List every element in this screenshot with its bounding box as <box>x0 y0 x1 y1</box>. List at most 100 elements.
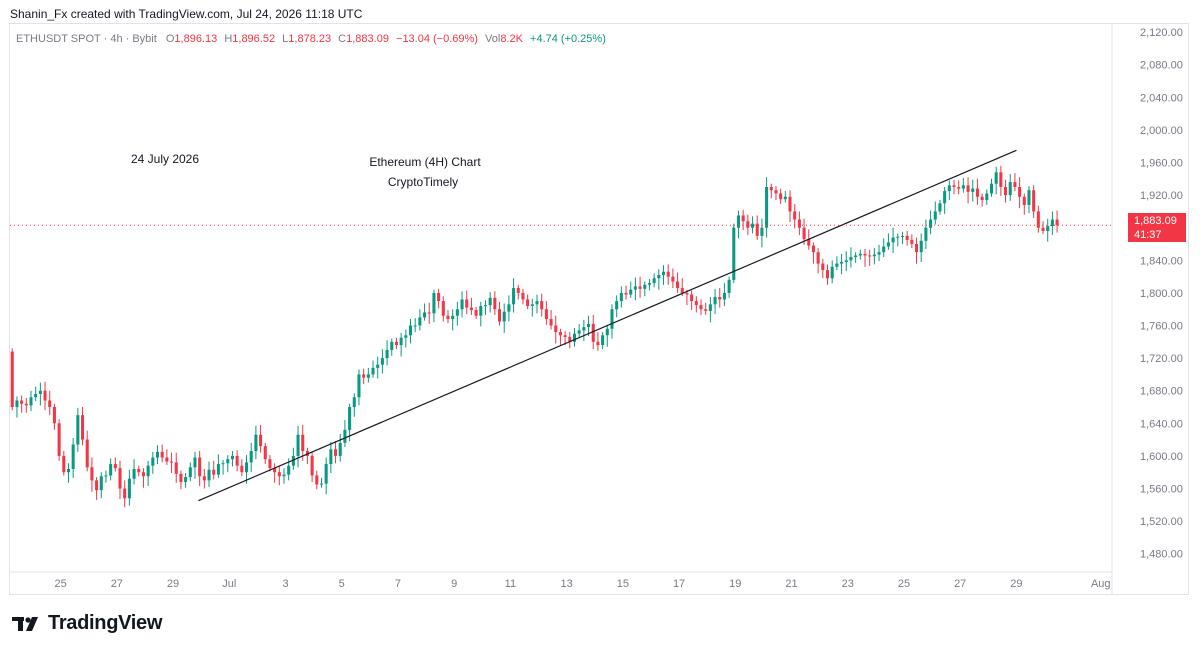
candle-body <box>76 415 80 445</box>
candle <box>160 444 164 463</box>
candle-body <box>38 390 42 394</box>
candle-body <box>718 297 722 300</box>
time-tick-label: 9 <box>451 578 457 590</box>
annotation-title: Ethereum (4H) Chart <box>369 155 481 169</box>
candle <box>891 227 895 253</box>
symbol-label[interactable]: ETHUSDT SPOT · 4h · Bybit <box>16 33 157 45</box>
candle <box>765 177 769 238</box>
trendline <box>198 149 1017 502</box>
candle-body <box>469 307 473 311</box>
candle-body <box>52 407 56 424</box>
candle <box>919 233 923 262</box>
candle <box>212 460 216 480</box>
candle <box>779 188 783 205</box>
candle-body <box>727 279 731 293</box>
candle <box>624 285 628 300</box>
candle <box>155 445 160 465</box>
candle <box>240 459 244 477</box>
candle <box>736 210 741 239</box>
candle <box>732 223 736 284</box>
candle <box>202 468 206 489</box>
candle-body <box>226 459 230 464</box>
candle-body <box>558 332 562 336</box>
candle-body <box>802 227 806 240</box>
candle-body <box>816 252 820 264</box>
tradingview-logo-text: TradingView <box>48 612 163 634</box>
candle-body <box>488 297 492 306</box>
price-axis[interactable]: 2,120.00 2,080.00 2,040.00 2,000.00 1,960.00… <box>1111 24 1183 595</box>
candle <box>1027 186 1031 214</box>
price-tick-label: 2,040.00 <box>1140 92 1183 104</box>
candle <box>619 286 623 308</box>
candle <box>235 450 239 472</box>
candle-body <box>521 292 525 300</box>
candle <box>540 293 544 317</box>
candle-body <box>933 211 937 220</box>
candle-body <box>694 301 698 306</box>
candle <box>647 279 651 291</box>
candle-body <box>277 472 281 477</box>
candle <box>296 425 300 468</box>
candle-body <box>104 475 108 477</box>
candle-body <box>929 219 933 228</box>
candle <box>146 460 150 487</box>
candle-body <box>254 434 258 452</box>
price-tick-label: 1,960.00 <box>1140 158 1183 170</box>
candle <box>596 332 600 351</box>
candle <box>746 214 750 236</box>
candle <box>254 425 258 460</box>
candle <box>830 260 834 284</box>
time-axis[interactable]: 25 27 29 Jul 3 5 7 9 11 13 15 17 19 21 23 25 27 29 Aug <box>10 571 1112 590</box>
candle <box>469 297 473 315</box>
candle <box>587 315 591 337</box>
candle <box>301 424 305 461</box>
time-tick-label: 25 <box>898 578 910 590</box>
candle <box>179 470 183 490</box>
time-tick-label: 5 <box>339 578 345 590</box>
chart-frame <box>9 23 1189 595</box>
candle <box>882 238 886 258</box>
candle-body <box>24 403 28 406</box>
candle-body <box>924 227 928 241</box>
candle <box>362 368 366 385</box>
candle-body <box>62 455 66 473</box>
candle-body <box>268 459 272 469</box>
candle-body <box>357 374 361 398</box>
close-value: 1,883.09 <box>346 33 389 45</box>
candle-body <box>230 455 234 460</box>
candle-body <box>915 244 919 253</box>
candle <box>479 301 483 327</box>
candle-body <box>1022 196 1026 205</box>
candle <box>109 458 113 481</box>
candle <box>915 237 919 264</box>
candle-body <box>591 323 595 342</box>
candle-body <box>690 294 694 302</box>
candle-body <box>259 434 263 447</box>
tradingview-logo[interactable]: TradingView <box>12 612 162 635</box>
candle-body <box>493 297 497 310</box>
candle <box>943 186 947 214</box>
candle <box>788 190 792 223</box>
candle <box>10 348 14 411</box>
candle <box>572 327 577 347</box>
candle <box>165 449 169 465</box>
candle <box>661 265 666 285</box>
candle <box>437 288 441 309</box>
candle <box>198 451 202 487</box>
candle-body <box>910 239 914 245</box>
candle <box>512 278 516 313</box>
candle <box>385 340 389 366</box>
candle-body <box>334 449 338 456</box>
candle-body <box>57 423 61 456</box>
candle-body <box>29 397 33 406</box>
candle <box>338 433 342 462</box>
candle-body <box>610 309 614 329</box>
open-label: O <box>165 33 175 45</box>
time-tick-label: 13 <box>560 578 572 590</box>
candle-body <box>343 429 347 443</box>
candle <box>24 398 28 413</box>
candle <box>348 403 352 442</box>
candle <box>690 290 694 311</box>
price-tick-label: 1,640.00 <box>1140 418 1183 430</box>
